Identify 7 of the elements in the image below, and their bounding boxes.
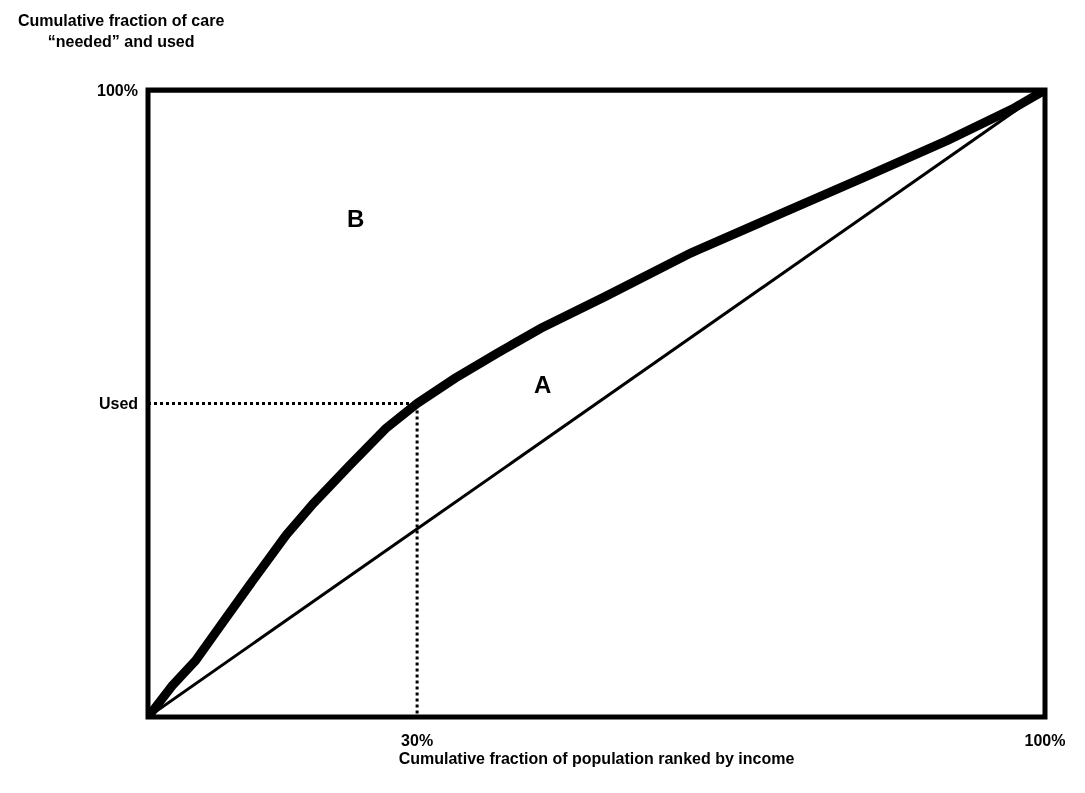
annotation: B — [347, 205, 365, 232]
ref-line-label: 100% — [97, 82, 138, 99]
x-axis-title: Cumulative fraction of population ranked by income — [398, 749, 795, 767]
y-axis-title: Cumulative fraction of care “needed” and used — [18, 12, 225, 50]
x-tick-label: 30% — [401, 732, 434, 749]
annotation: A — [534, 371, 552, 398]
annotation: Used — [99, 395, 139, 412]
